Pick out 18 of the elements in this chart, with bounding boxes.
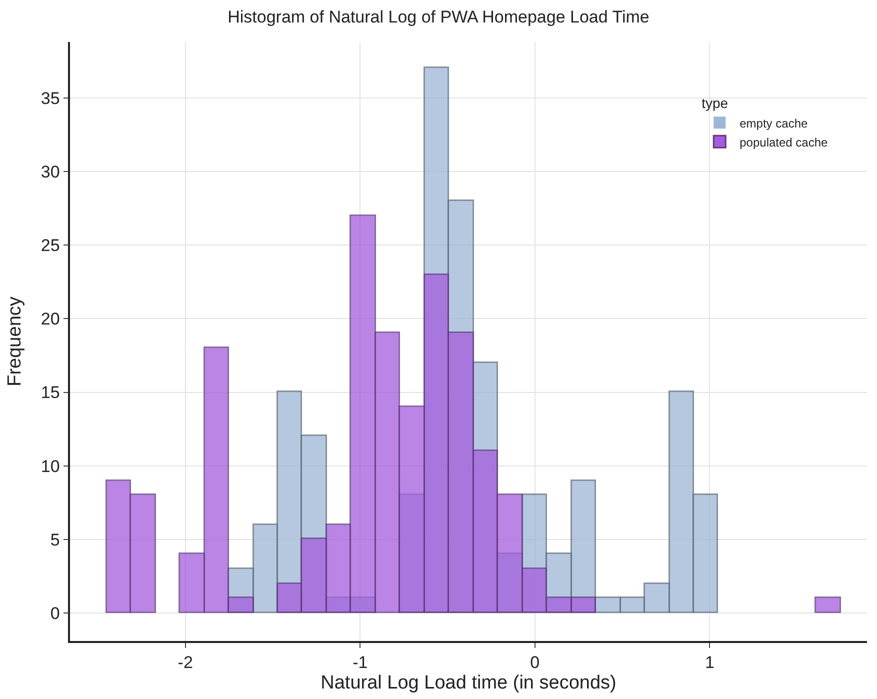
legend-label: empty cache xyxy=(740,116,808,130)
legend-title: type xyxy=(702,95,728,112)
y-tick-label: 35 xyxy=(40,88,60,108)
y-tick-label: 30 xyxy=(40,162,60,182)
x-tick-label: 1 xyxy=(704,653,714,672)
y-tick-label: 15 xyxy=(40,383,60,402)
legend-label: populated cache xyxy=(740,135,828,150)
x-tick-label: -1 xyxy=(352,653,368,672)
chart-title: Histogram of Natural Log of PWA Homepage Load Time xyxy=(228,7,650,26)
x-tick-label: 0 xyxy=(530,653,540,672)
y-tick-label: 0 xyxy=(50,604,60,623)
y-tick-label: 5 xyxy=(50,530,60,550)
y-tick-label: 20 xyxy=(40,310,60,329)
y-tick-label: 10 xyxy=(40,456,60,476)
y-axis-title: Frequency xyxy=(4,296,26,386)
x-tick-label: -2 xyxy=(178,653,193,672)
x-axis-title: Natural Log Load time (in seconds) xyxy=(320,672,616,694)
y-tick-label: 25 xyxy=(40,236,60,256)
